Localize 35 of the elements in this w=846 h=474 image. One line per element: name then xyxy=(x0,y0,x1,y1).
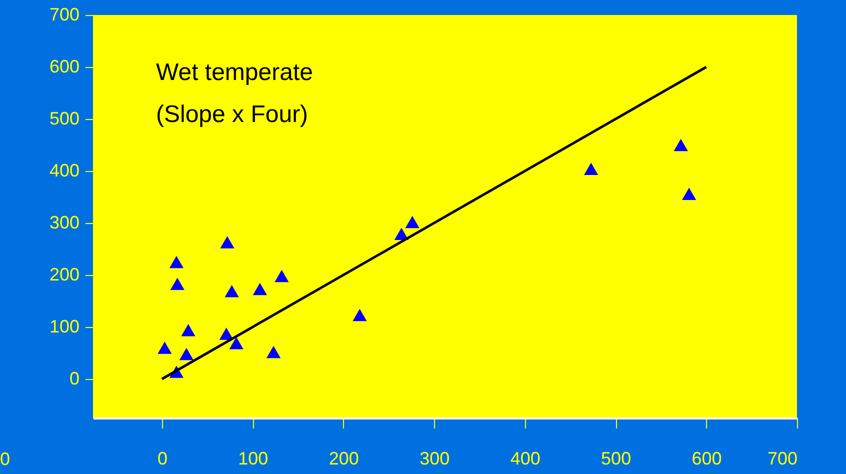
y-tick-label: 0 xyxy=(69,368,80,388)
point xyxy=(158,342,172,354)
point xyxy=(682,188,696,200)
point xyxy=(252,282,267,296)
x-tick-label: 600 xyxy=(692,448,722,468)
point xyxy=(352,308,367,322)
y-tick-label: 200 xyxy=(49,264,80,284)
x-tick-label: 200 xyxy=(328,448,359,468)
point xyxy=(674,138,688,152)
y-tick-label: 700 xyxy=(49,4,80,24)
x-tick-label: 100 xyxy=(238,448,268,468)
point xyxy=(181,324,196,336)
x-tick-label: 700 xyxy=(767,448,798,468)
y-tick-label: 400 xyxy=(49,160,80,180)
point xyxy=(179,348,194,360)
point xyxy=(220,236,234,248)
point xyxy=(405,216,420,228)
x-tick-label: 400 xyxy=(510,448,540,468)
y-tick-label: 500 xyxy=(49,108,80,128)
x-tick-label: 300 xyxy=(420,448,450,468)
point xyxy=(170,278,184,290)
point xyxy=(169,256,184,268)
point xyxy=(219,328,234,340)
y-tick-label: 600 xyxy=(49,56,80,76)
y-tick-label: 300 xyxy=(49,212,80,232)
x-tick-label: 0 xyxy=(157,448,168,468)
point xyxy=(584,162,598,176)
y-tick-label: 100 xyxy=(49,316,80,336)
annotation: (Slope x Four) xyxy=(156,101,308,128)
point xyxy=(266,346,281,358)
point xyxy=(274,270,289,282)
point xyxy=(229,336,244,350)
point xyxy=(224,284,239,298)
x-tick-label: 500 xyxy=(601,448,632,468)
annotation: Wet temperate xyxy=(156,59,313,86)
